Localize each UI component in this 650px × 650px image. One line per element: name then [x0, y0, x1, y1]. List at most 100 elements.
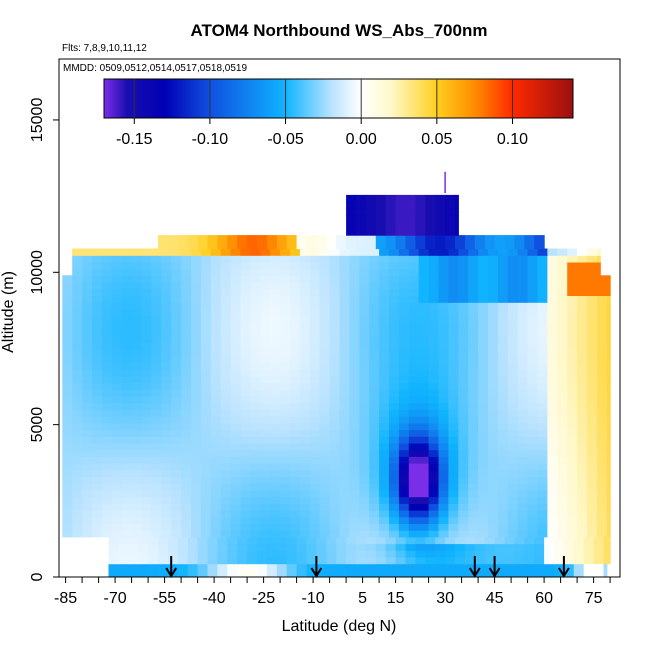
heatmap-cell: [349, 248, 360, 256]
heatmap-cell: [151, 375, 162, 384]
heatmap-cell: [517, 275, 529, 283]
heatmap-cell: [375, 208, 387, 216]
heatmap-cell: [240, 436, 251, 444]
heatmap-cell: [349, 530, 360, 538]
heatmap-cell: [200, 442, 212, 451]
heatmap-cell: [375, 228, 387, 236]
heatmap-cell: [514, 550, 525, 558]
heatmap-cell: [260, 255, 271, 263]
heatmap-cell: [191, 436, 202, 444]
heatmap-cell: [448, 255, 459, 263]
heatmap-cell: [379, 416, 390, 424]
heatmap-cell: [497, 409, 509, 417]
heatmap-cell: [62, 489, 73, 498]
heatmap-cell: [141, 436, 152, 444]
heatmap-cell: [299, 308, 311, 317]
heatmap-cell: [445, 570, 456, 577]
heatmap-cell: [547, 463, 558, 471]
heatmap-cell: [596, 476, 608, 484]
heatmap-cell: [488, 402, 499, 410]
heatmap-cell: [290, 295, 301, 303]
heatmap-cell: [375, 215, 387, 223]
heatmap-cell: [365, 570, 377, 577]
heatmap-cell: [547, 396, 558, 404]
heatmap-cell: [517, 463, 529, 471]
heatmap-cell: [408, 503, 420, 511]
heatmap-cell: [596, 349, 608, 357]
heatmap-cell: [448, 483, 459, 491]
heatmap-cell: [379, 463, 390, 471]
heatmap-cell: [177, 570, 189, 577]
heatmap-cell: [537, 503, 548, 511]
heatmap-cell: [319, 382, 331, 390]
heatmap-cell: [359, 416, 370, 424]
heatmap-cell: [474, 570, 486, 577]
heatmap-cell: [339, 282, 350, 290]
heatmap-cell: [395, 221, 407, 229]
heatmap-cell: [448, 510, 459, 518]
heatmap-cell: [547, 308, 558, 317]
heatmap-cell: [151, 456, 162, 464]
heatmap-cell: [369, 268, 380, 276]
heatmap-cell: [389, 349, 400, 357]
heatmap-cell: [62, 315, 73, 323]
heatmap-cell: [299, 362, 311, 370]
heatmap-cell: [567, 530, 578, 538]
heatmap-cell: [161, 416, 172, 424]
heatmap-cell: [524, 570, 535, 577]
heatmap-cell: [336, 556, 347, 565]
heatmap-cell: [171, 396, 182, 404]
heatmap-cell: [567, 429, 578, 437]
heatmap-cell: [207, 563, 218, 571]
heatmap-cell: [217, 570, 228, 577]
heatmap-cell: [250, 315, 261, 323]
heatmap-cell: [62, 456, 73, 464]
heatmap-cell: [507, 409, 519, 417]
heatmap-cell: [415, 556, 426, 565]
heatmap-cell: [141, 322, 152, 330]
heatmap-cell: [596, 282, 608, 290]
heatmap-cell: [339, 442, 350, 451]
heatmap-cell: [167, 536, 179, 545]
heatmap-cell: [359, 496, 370, 504]
heatmap-cell: [606, 402, 611, 410]
heatmap-cell: [290, 322, 301, 330]
heatmap-cell: [369, 369, 380, 377]
heatmap-cell: [507, 335, 519, 343]
heatmap-cell: [408, 422, 420, 431]
heatmap-cell: [141, 369, 152, 377]
heatmap-cell: [415, 208, 426, 216]
heatmap-cell: [250, 396, 261, 404]
heatmap-cell: [260, 295, 271, 303]
heatmap-cell: [191, 255, 202, 263]
heatmap-cell: [398, 308, 410, 317]
heatmap-cell: [418, 261, 430, 270]
heatmap-cell: [319, 436, 331, 444]
heatmap-cell: [250, 342, 261, 350]
heatmap-cell: [82, 523, 93, 531]
heatmap-cell: [408, 523, 420, 531]
heatmap-cell: [128, 536, 139, 545]
heatmap-cell: [507, 369, 519, 377]
heatmap-cell: [435, 241, 446, 250]
heatmap-cell: [230, 449, 242, 457]
heatmap-cell: [82, 396, 93, 404]
heatmap-cell: [299, 275, 311, 283]
heatmap-cell: [577, 369, 588, 377]
heatmap-cell: [488, 268, 499, 276]
heatmap-cell: [181, 523, 192, 531]
heatmap-cell: [385, 550, 397, 558]
heatmap-cell: [408, 396, 420, 404]
x-tick-label: -25: [252, 590, 275, 607]
heatmap-cell: [488, 261, 499, 270]
heatmap-cell: [577, 255, 588, 263]
heatmap-cell: [428, 275, 440, 283]
heatmap-cell: [488, 463, 499, 471]
heatmap-cell: [329, 503, 341, 511]
heatmap-cell: [62, 429, 73, 437]
heatmap-cell: [365, 543, 377, 551]
heatmap-cell: [266, 241, 278, 250]
heatmap-cell: [111, 362, 123, 370]
heatmap-cell: [527, 275, 539, 283]
profile-arrow-head: [468, 567, 481, 578]
